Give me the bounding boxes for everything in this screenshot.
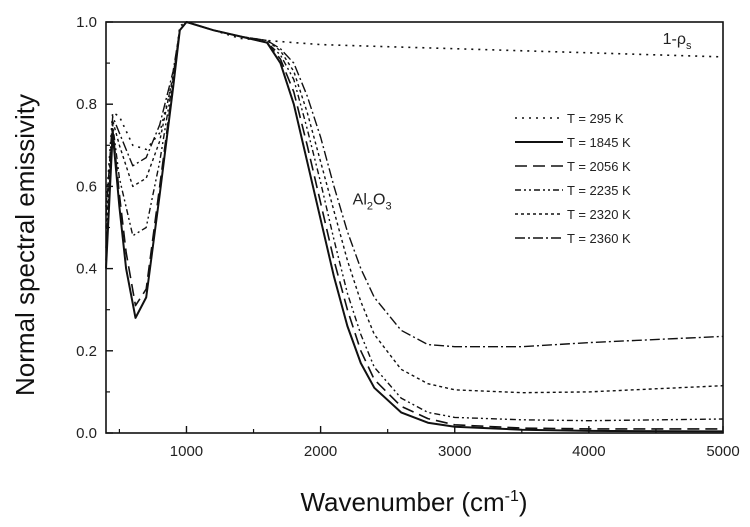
y-tick-label: 0.8 xyxy=(76,96,97,113)
legend-label: T = 2235 K xyxy=(567,183,631,198)
y-tick-label: 0.0 xyxy=(76,425,97,442)
annotation-one-minus-rho: 1-ρs xyxy=(663,31,692,52)
x-axis-title-sup: -1 xyxy=(505,488,519,505)
series-line-3 xyxy=(105,21,723,430)
x-tick-label: 4000 xyxy=(572,443,605,460)
annotation-material: Al2O3 xyxy=(353,191,392,212)
annotation-material-sub2: 3 xyxy=(385,200,391,212)
series-line-6 xyxy=(105,21,724,348)
annotation-material-al: Al xyxy=(353,191,367,208)
annotation-one-minus-rho-main: 1-ρ xyxy=(663,31,686,48)
x-tick-label: 1000 xyxy=(170,443,203,460)
series-layer xyxy=(105,21,724,433)
series-line-1 xyxy=(105,21,724,207)
series-line-5 xyxy=(105,21,724,394)
y-axis-title-text: Normal spectral emissivity xyxy=(10,94,40,396)
x-axis-title-end: ) xyxy=(519,487,528,517)
annotations: 1-ρs Al2O3 xyxy=(353,31,692,212)
annotation-material-sub1: 2 xyxy=(367,200,373,212)
y-tick-label: 0.2 xyxy=(76,343,97,360)
x-tick-label: 5000 xyxy=(706,443,739,460)
x-axis-title: Wavenumber (cm-1) xyxy=(300,487,527,517)
x-tick-label: 3000 xyxy=(438,443,471,460)
series-line-2 xyxy=(105,21,724,433)
legend-label: T = 2320 K xyxy=(567,207,631,222)
annotation-material-o: O xyxy=(373,191,385,208)
y-tick-label: 0.4 xyxy=(76,261,97,278)
y-tick-label: 0.6 xyxy=(76,178,97,195)
legend: T = 295 K T = 1845 K T = 2056 K T = 2235 K T… xyxy=(515,111,631,246)
annotation-one-minus-rho-sub: s xyxy=(686,40,692,52)
ticks-layer: 1000 2000 3000 4000 5000 0.0 0.2 0.4 0.6 0.8 1.0 xyxy=(76,14,740,460)
legend-label: T = 295 K xyxy=(567,111,624,126)
x-axis-title-main: Wavenumber (cm xyxy=(300,487,504,517)
y-axis-title: Normal spectral emissivity xyxy=(10,94,40,396)
legend-label: T = 2360 K xyxy=(567,231,631,246)
y-tick-label: 1.0 xyxy=(76,14,97,31)
plot-frame xyxy=(105,21,724,434)
legend-label: T = 1845 K xyxy=(567,135,631,150)
x-tick-label: 2000 xyxy=(304,443,337,460)
legend-label: T = 2056 K xyxy=(567,159,631,174)
